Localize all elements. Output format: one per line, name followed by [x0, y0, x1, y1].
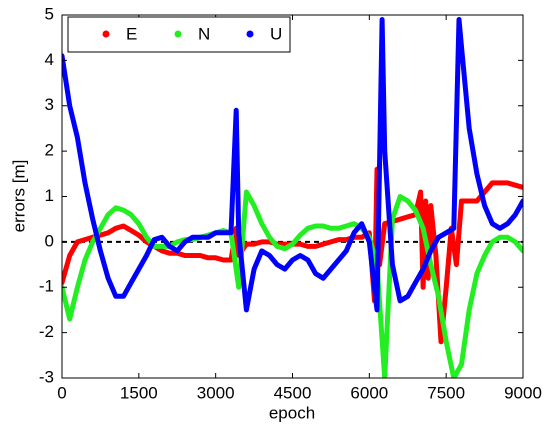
- y-tick-label: -1: [39, 277, 54, 296]
- plot: [62, 17, 523, 378]
- series-line: [62, 17, 523, 313]
- legend-marker: [174, 30, 182, 38]
- x-tick-label: 7500: [427, 383, 465, 402]
- series-line: [62, 189, 523, 378]
- y-tick-label: -2: [39, 322, 54, 341]
- x-tick-label: 9000: [504, 383, 542, 402]
- y-tick-label: 2: [45, 141, 54, 160]
- legend-label: U: [270, 24, 282, 43]
- y-tick-label: 4: [45, 50, 54, 69]
- legend-marker: [246, 30, 254, 38]
- x-tick-label: 3000: [197, 383, 235, 402]
- y-tick-label: -3: [39, 367, 54, 386]
- legend-label: E: [126, 24, 137, 43]
- y-axis-label: errors [m]: [9, 160, 28, 233]
- x-axis-label: epoch: [269, 403, 315, 422]
- y-tick-label: 3: [45, 95, 54, 114]
- x-tick-label: 6000: [350, 383, 388, 402]
- x-tick-label: 1500: [120, 383, 158, 402]
- legend-marker: [102, 30, 110, 38]
- x-tick-label: 4500: [274, 383, 312, 402]
- x-tick-label: 0: [57, 383, 66, 402]
- y-tick-label: 0: [45, 231, 54, 250]
- y-tick-label: 1: [45, 186, 54, 205]
- legend-label: N: [198, 24, 210, 43]
- y-tick-label: 5: [45, 4, 54, 23]
